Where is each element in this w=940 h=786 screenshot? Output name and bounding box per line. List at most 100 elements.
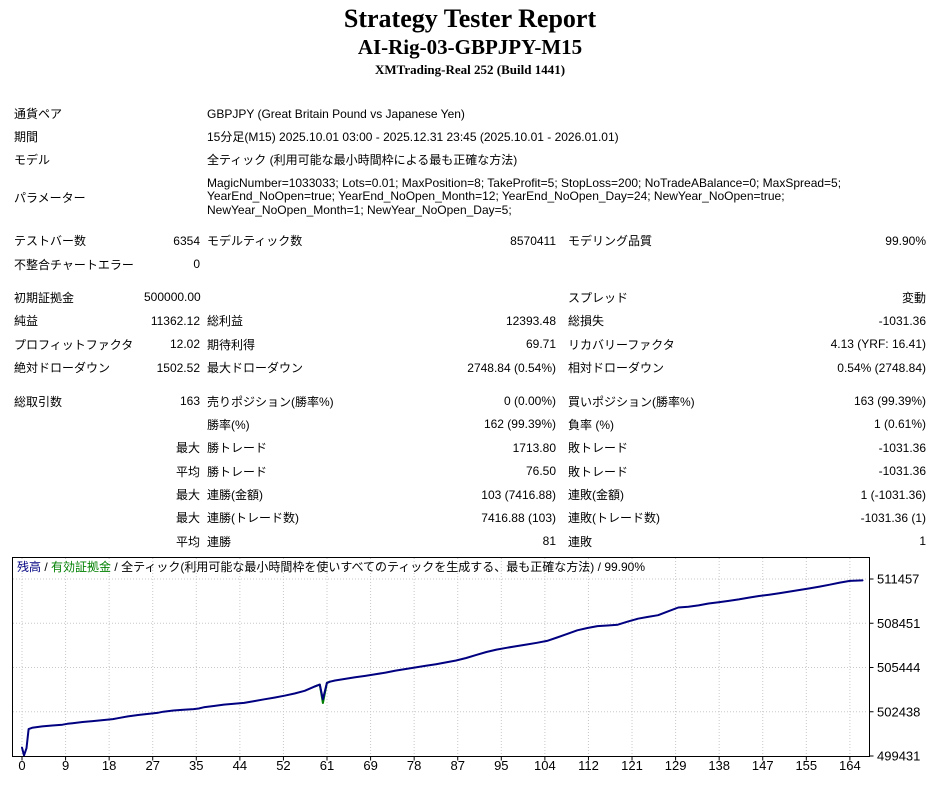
info-label: 通貨ペア [14,107,63,121]
stat-value: 76.50 [525,464,556,479]
x-axis-label: 69 [363,758,377,773]
x-axis-label: 104 [534,758,556,773]
chart-legend: 残高 / 有効証拠金 / 全ティック(利用可能な最小時間枠を使いすべてのティック… [17,558,645,575]
stat-row: 初期証拠金 500000.00 スプレッド 変動 [0,286,940,309]
stat-row: 総取引数 163 売りポジション(勝率%) 0 (0.00%) 買いポジション(勝率%)… [0,389,940,412]
info-value: 15分足(M15) 2025.10.01 03:00 - 2025.12.31 … [207,130,619,144]
info-row: 期間 15分足(M15) 2025.10.01 03:00 - 2025.12.3… [0,125,940,148]
info-label: パラメーター [14,190,86,205]
stat-row: 不整合チャートエラー 0 [0,252,940,275]
stat-value: 500000.00 [144,290,201,305]
row-spacer [0,379,940,389]
stat-label: 勝トレード [207,441,268,456]
stat-value: 1502.52 [156,360,200,375]
stat-label: 総取引数 [14,394,63,409]
y-axis-label: 508451 [877,616,920,631]
balance-chart-svg: 0 9 18 27 35 44 52 61 69 78 87 95 104 112 121 129 138 147… [12,557,920,773]
stat-value: 最大 [175,511,200,526]
stat-label: 絶対ドローダウン [14,361,111,376]
stat-value: 99.90% [885,233,926,248]
stat-value: 163 (99.39%) [853,394,926,409]
stat-row: 最大 連勝(金額) 103 (7416.88) 連敗(金額) 1 (-1031.36) [0,483,940,506]
legend-separator: / [111,560,122,574]
stat-value: 8570411 [510,233,556,248]
stat-row: プロフィットファクタ 12.02 期待利得 69.71 リカバリーファクタ 4.13 (Y… [0,333,940,356]
stat-value: 4.13 (YRF: 16.41) [830,337,926,352]
stat-value: 162 (99.39%) [483,417,556,432]
stat-value: 1 [919,534,926,549]
stat-value: 103 (7416.88) [481,487,556,502]
x-axis-label: 129 [665,758,687,773]
stat-value: -1031.36 [878,313,926,328]
y-axis-label: 499431 [877,749,920,764]
stat-value: 6354 [173,233,200,248]
x-axis-label: 27 [145,758,159,773]
stat-value: 163 [179,394,200,409]
stat-label: 連勝(金額) [207,488,263,503]
stat-label: 連勝(トレード数) [207,511,299,526]
balance-line [21,579,864,757]
y-axis-label: 505444 [877,660,920,675]
stat-value: 12.02 [169,337,200,352]
info-value: GBPJPY (Great Britain Pound vs Japanese … [207,106,465,121]
legend-balance-label: 残高 [17,560,42,574]
stat-label: 買いポジション(勝率%) [568,394,695,409]
stat-value: 平均 [175,464,200,479]
x-axis-label: 112 [578,758,599,773]
stat-label: 総損失 [568,314,605,329]
x-axis-label: 138 [708,758,730,773]
x-axis-label: 61 [320,758,334,773]
stat-row: 最大 勝トレード 1713.80 敗トレード -1031.36 [0,436,940,459]
stat-value: 0 [193,257,200,272]
stat-value: 2748.84 (0.54%) [467,360,556,375]
x-axis-label: 9 [62,758,69,773]
info-value: MagicNumber=1033033; Lots=0.01; MaxPosit… [207,175,842,217]
stat-value: -1031.36 [878,440,926,455]
x-axis-label: 0 [18,758,25,773]
stat-value: -1031.36 (1) [860,510,926,525]
stat-row: 純益 11362.12 総利益 12393.48 総損失 -1031.36 [0,309,940,332]
stat-value: -1031.36 [878,464,926,479]
stat-value: 平均 [175,534,200,549]
row-spacer [0,276,940,286]
stat-value: 1713.80 [512,440,556,455]
stat-row: 最大 連勝(トレード数) 7416.88 (103) 連敗(トレード数) -1031.3… [0,506,940,529]
stat-value: 最大 [175,441,200,456]
stat-label: 連敗(金額) [568,488,624,503]
stat-label: 売りポジション(勝率%) [207,394,334,409]
stat-value: 81 [542,534,556,549]
stat-row: 平均 勝トレード 76.50 敗トレード -1031.36 [0,460,940,483]
x-axis-label: 155 [795,758,817,773]
x-axis-label: 164 [839,758,861,773]
info-table: 通貨ペア GBPJPY (Great Britain Pound vs Japan… [0,102,940,221]
info-row: 通貨ペア GBPJPY (Great Britain Pound vs Japan… [0,102,940,125]
stat-label: テストバー数 [14,234,87,249]
stats-table: テストバー数 6354 モデルティック数 8570411 モデリング品質 99.90% 不整… [0,229,940,553]
x-axis-label: 87 [450,758,464,773]
y-axis-label: 511457 [877,572,919,587]
balance-chart: 0 9 18 27 35 44 52 61 69 78 87 95 104 112 121 129 138 147… [0,550,940,786]
stat-label: 総利益 [207,314,244,329]
stat-row: テストバー数 6354 モデルティック数 8570411 モデリング品質 99.90% [0,229,940,252]
broker-build-info: XMTrading-Real 252 (Build 1441) [374,62,566,77]
stat-label: 連敗(トレード数) [568,511,660,526]
stat-value: 0.54% (2748.84) [837,360,926,375]
info-label: 期間 [14,130,39,144]
stat-row: 平均 連勝 81 連敗 1 [0,530,940,553]
stat-label: モデルティック数 [207,234,303,249]
x-axis-label: 121 [621,758,643,773]
stat-label: 相対ドローダウン [568,361,665,376]
x-axis-label: 147 [752,758,774,773]
stat-row: 絶対ドローダウン 1502.52 最大ドローダウン 2748.84 (0.54%) 相対… [0,356,940,379]
stat-label: 負率 (%) [568,417,614,432]
x-axis-label: 78 [407,758,421,773]
stat-row: 勝率(%) 162 (99.39%) 負率 (%) 1 (0.61%) [0,413,940,436]
stat-label: リカバリーファクタ [568,337,675,352]
stat-label: スプレッド [568,290,629,305]
x-axis-label: 44 [233,758,247,773]
stat-value: 1 (-1031.36) [860,487,926,502]
stat-label: 不整合チャートエラー [14,257,134,272]
stat-value: 1 (0.61%) [873,417,926,432]
stat-label: 連勝 [207,534,232,549]
legend-model-description: 全ティック(利用可能な最小時間枠を使いすべてのティックを生成する、最も正確な方法… [121,560,595,574]
